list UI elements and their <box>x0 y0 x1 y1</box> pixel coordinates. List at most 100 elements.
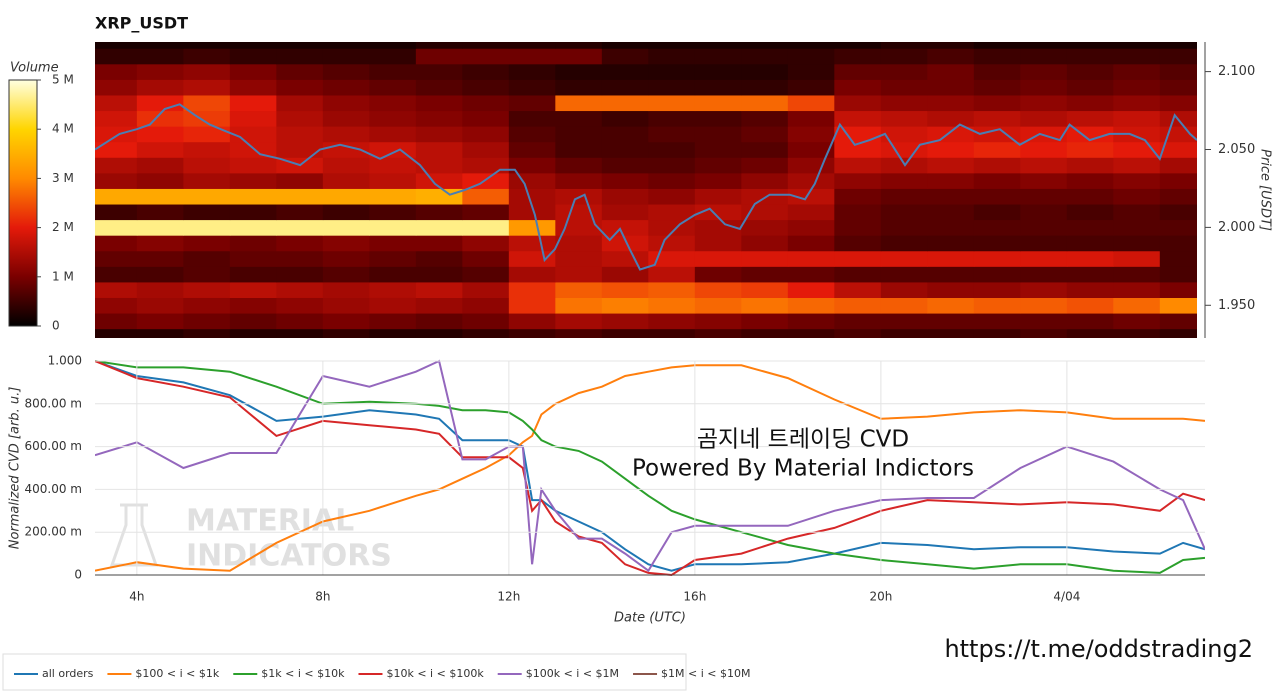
heat-cell <box>229 250 277 267</box>
heat-cell <box>834 48 882 65</box>
heat-cell <box>1020 250 1068 267</box>
heat-cell <box>415 42 463 49</box>
heat-cell <box>973 157 1021 174</box>
heat-cell <box>95 42 138 49</box>
heat-cell <box>834 219 882 236</box>
heat-cell <box>741 48 789 65</box>
heat-cell <box>648 328 696 338</box>
heat-cell <box>1159 141 1197 158</box>
heat-cell <box>415 157 463 174</box>
heat-cell <box>787 126 835 143</box>
heat-cell <box>508 204 556 221</box>
heat-cell <box>1020 266 1068 283</box>
heat-cell <box>1159 204 1197 221</box>
heat-cell <box>927 110 975 127</box>
heat-cell <box>462 157 510 174</box>
heat-cell <box>973 48 1021 65</box>
heat-cell <box>369 110 417 127</box>
heat-cell <box>322 110 370 127</box>
heat-cell <box>136 266 184 283</box>
heat-cell <box>648 250 696 267</box>
heat-cell <box>555 204 603 221</box>
heat-cell <box>1113 94 1161 112</box>
heat-cell <box>415 313 463 330</box>
heat-cell <box>1113 172 1161 189</box>
heat-cell <box>555 235 603 252</box>
heat-cell <box>415 110 463 127</box>
heat-cell <box>136 235 184 252</box>
heat-cell <box>276 328 324 338</box>
heat-cell <box>927 313 975 330</box>
heat-cell <box>787 313 835 330</box>
heat-cell <box>787 219 835 236</box>
annotation: 곰지네 트레이딩 CVD <box>697 427 909 453</box>
heat-cell <box>183 141 231 158</box>
heat-cell <box>601 281 649 298</box>
heat-cell <box>601 94 649 112</box>
heat-cell <box>880 266 928 283</box>
heat-cell <box>95 313 138 330</box>
heat-cell <box>462 94 510 112</box>
heat-cell <box>508 266 556 283</box>
heat-cell <box>183 281 231 298</box>
heat-cell <box>555 42 603 49</box>
heat-cell <box>601 219 649 236</box>
heat-cell <box>973 94 1021 112</box>
heat-cell <box>694 42 742 49</box>
heat-cell <box>694 110 742 127</box>
heat-cell <box>183 79 231 96</box>
heat-cell <box>1113 188 1161 205</box>
heat-cell <box>927 157 975 174</box>
heat-cell <box>1020 297 1068 314</box>
heat-cell <box>95 110 138 127</box>
heat-cell <box>834 235 882 252</box>
heat-cell <box>136 157 184 174</box>
heat-cell <box>369 94 417 112</box>
heat-cell <box>369 172 417 189</box>
heat-cell <box>648 48 696 65</box>
heat-cell <box>787 94 835 112</box>
heat-cell <box>1113 328 1161 338</box>
heat-cell <box>834 172 882 189</box>
heat-cell <box>95 188 138 205</box>
heat-cell <box>276 313 324 330</box>
heat-cell <box>787 79 835 96</box>
heat-cell <box>1066 266 1114 283</box>
heat-cell <box>1020 42 1068 49</box>
heat-cell <box>601 235 649 252</box>
heat-cell <box>1159 313 1197 330</box>
heat-cell <box>1020 188 1068 205</box>
legend-label: $10k < i < $100k <box>386 667 484 680</box>
heat-cell <box>462 42 510 49</box>
heat-cell <box>601 172 649 189</box>
colorbar-tick-label: 5 M <box>52 73 74 87</box>
heat-cell <box>1020 48 1068 65</box>
heat-cell <box>183 172 231 189</box>
heat-cell <box>555 94 603 112</box>
heat-cell <box>276 48 324 65</box>
x-axis-label: Date (UTC) <box>614 611 686 626</box>
heat-cell <box>1159 219 1197 236</box>
heat-cell <box>1159 79 1197 96</box>
heat-cell <box>741 126 789 143</box>
heat-cell <box>322 126 370 143</box>
heat-cell <box>648 141 696 158</box>
heat-cell <box>973 188 1021 205</box>
heat-cell <box>508 328 556 338</box>
heat-cell <box>136 281 184 298</box>
heat-cell <box>648 188 696 205</box>
heat-cell <box>648 172 696 189</box>
heat-cell <box>1159 188 1197 205</box>
heat-cell <box>741 172 789 189</box>
heat-cell <box>229 42 277 49</box>
heat-cell <box>1113 110 1161 127</box>
x-tick-label: 20h <box>869 590 892 604</box>
heat-cell <box>694 63 742 80</box>
heat-cell <box>741 297 789 314</box>
heat-cell <box>1066 235 1114 252</box>
heat-cell <box>369 219 417 236</box>
heat-cell <box>276 281 324 298</box>
heat-cell <box>1020 63 1068 80</box>
heat-cell <box>95 219 138 236</box>
heat-cell <box>1066 204 1114 221</box>
